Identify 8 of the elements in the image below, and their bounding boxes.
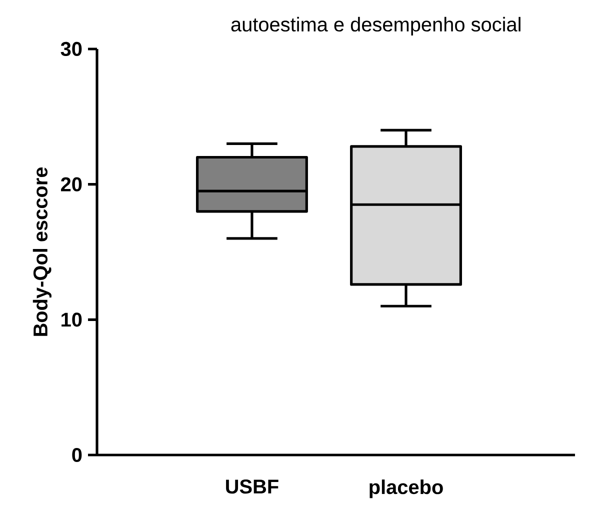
y-tick-label: 0 [72, 448, 82, 462]
x-tick-label: placebo [370, 480, 443, 498]
x-tick-label: USBF [226, 480, 278, 494]
y-tick-label: 20 [61, 177, 82, 192]
y-tick-label: 30 [60, 42, 82, 56]
y-tick-label: 10 [62, 312, 82, 327]
y-axis-title: Body-Qol esccore [32, 167, 52, 336]
chart-title: autoestima e desempenho social [231, 16, 520, 36]
